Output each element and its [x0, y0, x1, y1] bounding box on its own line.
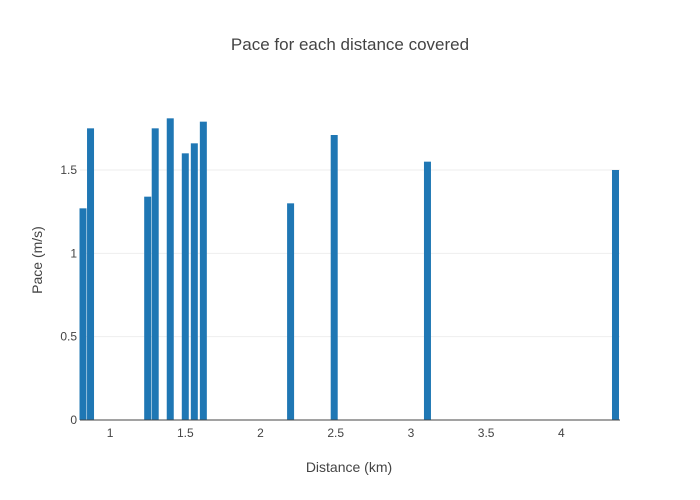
bar — [151, 128, 159, 421]
grid-lines — [80, 169, 620, 338]
bar — [87, 128, 95, 421]
x-axis-ticks: 1 1.5 2 2.5 3 3.5 4 — [107, 426, 565, 440]
bar — [190, 143, 198, 421]
x-tick-label: 1 — [107, 426, 114, 440]
bar — [330, 135, 338, 420]
chart-title: Pace for each distance covered — [231, 35, 469, 54]
bar — [199, 121, 207, 421]
x-axis-title: Distance (km) — [306, 459, 392, 475]
bar — [144, 196, 152, 420]
bar — [166, 118, 174, 420]
y-tick-label: 0 — [70, 413, 77, 427]
x-tick-label: 3.5 — [478, 426, 495, 440]
bar — [423, 161, 431, 420]
y-axis-ticks: 0 0.5 1 1.5 — [60, 163, 77, 427]
bar — [79, 208, 87, 420]
x-tick-label: 4 — [558, 426, 565, 440]
bar — [181, 153, 189, 421]
y-axis-title: Pace (m/s) — [29, 226, 45, 294]
x-tick-label: 2 — [257, 426, 264, 440]
y-tick-label: 1.5 — [60, 163, 77, 177]
x-tick-label: 2.5 — [327, 426, 344, 440]
y-tick-label: 0.5 — [60, 330, 77, 344]
bar — [611, 170, 619, 420]
x-tick-label: 1.5 — [177, 426, 194, 440]
bars — [79, 118, 619, 421]
x-tick-label: 3 — [408, 426, 415, 440]
y-tick-label: 1 — [70, 246, 77, 260]
bar — [287, 203, 295, 420]
